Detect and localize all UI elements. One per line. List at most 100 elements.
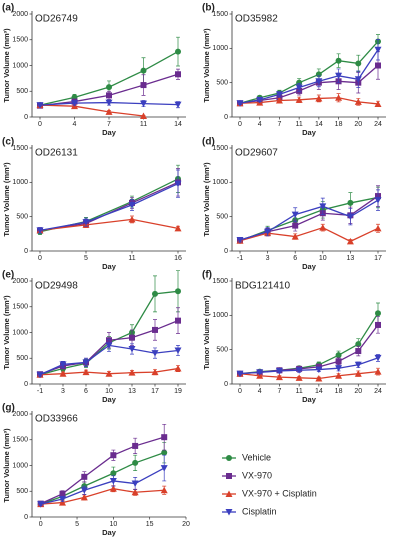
y-axis-label: Tumor Volume (mm³) xyxy=(202,162,211,237)
x-tick-label: 7 xyxy=(277,388,281,395)
marker xyxy=(105,342,113,349)
series-line xyxy=(239,370,379,380)
marker xyxy=(174,347,182,355)
marker xyxy=(131,480,139,488)
marker xyxy=(161,449,168,456)
x-tick-label: 20 xyxy=(354,388,362,395)
marker xyxy=(80,487,88,494)
marker xyxy=(335,94,343,101)
marker xyxy=(140,82,147,89)
x-tick-label: 4 xyxy=(258,388,262,395)
y-tick-label: 500 xyxy=(216,347,228,354)
marker xyxy=(291,211,299,219)
marker xyxy=(374,100,382,107)
y-tick-label: 500 xyxy=(16,355,28,362)
marker xyxy=(131,488,139,496)
marker xyxy=(292,222,299,229)
x-tick-label: 10 xyxy=(109,521,117,528)
marker xyxy=(315,375,323,382)
panel-title: OD29498 xyxy=(35,281,78,292)
marker xyxy=(236,370,244,378)
x-tick-label: 4 xyxy=(73,121,77,128)
marker xyxy=(129,334,135,341)
marker xyxy=(275,367,283,375)
marker xyxy=(175,288,181,295)
panel-title: OD33966 xyxy=(35,414,78,425)
marker xyxy=(354,98,362,105)
marker xyxy=(347,199,354,206)
x-tick-label: 14 xyxy=(315,121,323,128)
panel: (e) OD29498 Tumor Volume (mm³) Day -1 3 6 10 13 1… xyxy=(2,270,186,404)
marker xyxy=(175,48,181,55)
series-line xyxy=(239,196,379,242)
x-tick-label: 0 xyxy=(238,121,242,128)
marker xyxy=(275,91,283,98)
marker xyxy=(174,101,182,109)
marker xyxy=(105,370,113,377)
x-tick-label: 7 xyxy=(107,121,111,128)
y-axis-label: Tumor Volume (mm³) xyxy=(202,295,211,370)
y-tick-label: 0 xyxy=(224,381,228,388)
series-line xyxy=(40,452,165,505)
panel-label: (d) xyxy=(202,137,215,148)
marker xyxy=(354,361,362,369)
marker xyxy=(175,71,181,78)
y-axis-label: Tumor Volume (mm³) xyxy=(2,28,11,103)
marker xyxy=(151,368,159,376)
y-tick-label: 0 xyxy=(24,381,28,388)
marker xyxy=(335,57,342,64)
marker xyxy=(109,485,117,492)
marker xyxy=(82,368,90,376)
y-tick-label: 0 xyxy=(224,114,228,121)
marker xyxy=(355,60,362,67)
panel: (a) OD26749 Tumor Volume (mm³) Day 0 4 7 11 14 0 5… xyxy=(2,3,186,137)
marker xyxy=(132,459,139,466)
panel-label: (a) xyxy=(2,3,14,14)
marker xyxy=(59,495,67,503)
marker xyxy=(335,72,343,80)
x-tick-label: 0 xyxy=(38,121,42,128)
x-tick-label: 19 xyxy=(174,388,182,395)
marker xyxy=(128,201,136,209)
x-tick-label: 10 xyxy=(105,388,113,395)
x-tick-label: 11 xyxy=(296,388,303,395)
series-line xyxy=(239,357,379,375)
x-tick-label: 3 xyxy=(266,255,270,262)
marker xyxy=(140,67,147,74)
x-tick-label: 0 xyxy=(38,255,42,262)
panel-label: (g) xyxy=(2,403,15,414)
y-tick-label: 500 xyxy=(216,80,228,87)
legend-marker xyxy=(226,473,232,479)
marker xyxy=(315,366,323,374)
marker xyxy=(36,227,44,234)
x-axis-label: Day xyxy=(302,128,317,137)
series-line xyxy=(239,49,379,104)
marker xyxy=(295,374,303,381)
x-tick-label: 10 xyxy=(319,255,327,262)
marker xyxy=(160,486,168,494)
x-tick-label: 16 xyxy=(174,255,182,262)
marker xyxy=(128,215,136,223)
panel-label: (e) xyxy=(2,270,14,281)
marker xyxy=(375,310,381,317)
legend-label: VX-970 xyxy=(242,470,272,480)
marker xyxy=(295,96,303,103)
y-tick-label: 2000 xyxy=(12,11,28,18)
x-axis-label: Day xyxy=(102,528,117,537)
marker xyxy=(71,100,78,107)
marker xyxy=(346,237,354,245)
marker xyxy=(374,197,382,204)
legend-label: Cisplatin xyxy=(242,506,277,516)
x-tick-label: 5 xyxy=(75,521,79,528)
panel-label: (c) xyxy=(2,137,14,148)
marker xyxy=(354,370,362,377)
panel-title: OD35982 xyxy=(235,14,278,25)
x-tick-label: 7 xyxy=(277,121,281,128)
x-axis-label: Day xyxy=(102,128,117,137)
x-tick-label: 0 xyxy=(238,388,242,395)
x-tick-label: -1 xyxy=(37,388,43,395)
y-tick-label: 0 xyxy=(24,514,28,521)
marker xyxy=(264,228,272,236)
x-tick-label: 11 xyxy=(128,255,135,262)
x-tick-label: 20 xyxy=(182,521,190,528)
